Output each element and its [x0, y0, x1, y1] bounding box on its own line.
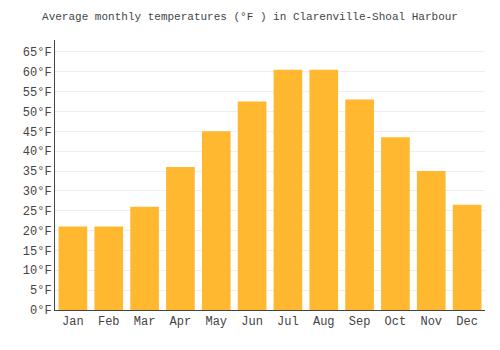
svg-text:30°F: 30°F	[23, 185, 52, 199]
svg-text:Sep: Sep	[349, 315, 371, 329]
svg-text:May: May	[205, 315, 227, 329]
svg-text:Oct: Oct	[385, 315, 407, 329]
svg-text:65°F: 65°F	[23, 46, 52, 60]
svg-text:40°F: 40°F	[23, 145, 52, 159]
svg-text:60°F: 60°F	[23, 66, 52, 80]
svg-text:Nov: Nov	[420, 315, 442, 329]
svg-text:Feb: Feb	[98, 315, 120, 329]
svg-text:Jun: Jun	[241, 315, 263, 329]
svg-text:Apr: Apr	[170, 315, 192, 329]
svg-text:35°F: 35°F	[23, 165, 52, 179]
svg-text:0°F: 0°F	[30, 304, 52, 318]
svg-text:25°F: 25°F	[23, 205, 52, 219]
svg-text:55°F: 55°F	[23, 86, 52, 100]
svg-text:5°F: 5°F	[30, 284, 52, 298]
svg-text:Jul: Jul	[277, 315, 299, 329]
svg-text:50°F: 50°F	[23, 106, 52, 120]
svg-text:Aug: Aug	[313, 315, 335, 329]
svg-text:Average monthly temperatures (: Average monthly temperatures (°F ) in Cl…	[42, 11, 458, 23]
svg-text:Jan: Jan	[62, 315, 84, 329]
svg-text:Mar: Mar	[134, 315, 156, 329]
svg-text:20°F: 20°F	[23, 225, 52, 239]
svg-text:Dec: Dec	[456, 315, 478, 329]
svg-text:45°F: 45°F	[23, 126, 52, 140]
svg-text:15°F: 15°F	[23, 245, 52, 259]
svg-text:10°F: 10°F	[23, 264, 52, 278]
